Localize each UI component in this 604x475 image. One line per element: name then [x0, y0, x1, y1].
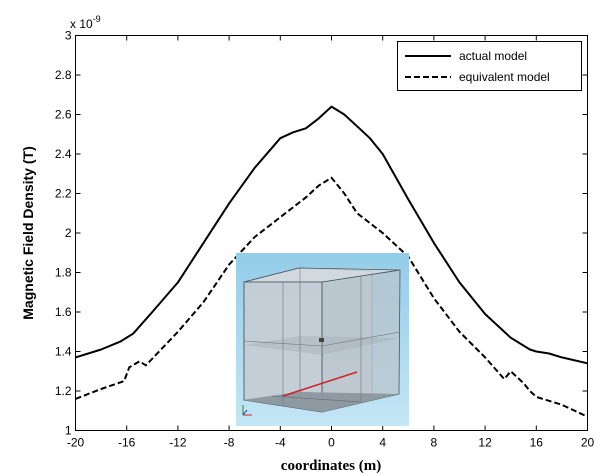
- series-line-actual-model: [75, 105, 588, 365]
- x-tick-label: -8: [224, 436, 235, 450]
- series-layer: [75, 105, 588, 418]
- inset-3d-model-image: [236, 253, 409, 426]
- y-tick-label: 1.4: [55, 345, 72, 359]
- x-tick-label: 16: [530, 436, 544, 450]
- y-axis-multiplier: x 10-9: [70, 14, 101, 31]
- y-tick-label: 2.8: [55, 68, 72, 82]
- inset-grid-line: [271, 395, 361, 403]
- y-tick-label: 1.2: [55, 384, 72, 398]
- inset-grid-line: [321, 331, 401, 347]
- legend-label-equivalent-model: equivalent model: [459, 70, 550, 84]
- y-tick-label: 1: [65, 424, 72, 438]
- inset-grid-line: [243, 340, 323, 347]
- x-tick-label: 12: [478, 436, 492, 450]
- axis-ticks: [75, 35, 588, 431]
- y-tick-label: 3: [65, 29, 72, 43]
- y-tick-labels: 1 1.2 1.4 1.6 1.8 2 2.2 2.4 2.6 2.8 3: [55, 29, 72, 438]
- x-tick-label: -20: [67, 436, 85, 450]
- y-tick-label: 1.6: [55, 305, 72, 319]
- x-tick-label: -4: [275, 436, 286, 450]
- x-tick-label: 8: [431, 436, 438, 450]
- series-line-equivalent-model: [75, 176, 588, 418]
- y-tick-label: 2.4: [55, 147, 72, 161]
- y-tick-label: 2.6: [55, 108, 72, 122]
- inset-red-conductor-line: [282, 371, 358, 397]
- x-tick-label: 0: [328, 436, 335, 450]
- inset-small-object: [319, 338, 324, 342]
- legend-box: [397, 41, 582, 91]
- y-axis-title: Magnetic Field Density (T): [20, 146, 36, 319]
- x-tick-label: 20: [581, 436, 595, 450]
- x-tick-labels: -20 -16 -12 -8 -4 0 4 8 12 16 20: [67, 436, 595, 450]
- inset-axis-triad: [242, 409, 248, 416]
- y-tick-label: 1.8: [55, 266, 72, 280]
- y-tick-label: 2: [65, 226, 72, 240]
- x-tick-label: -12: [169, 436, 187, 450]
- x-tick-label: 4: [379, 436, 386, 450]
- x-axis-title: coordinates (m): [281, 458, 381, 474]
- legend: actual model equivalent model: [397, 41, 582, 91]
- y-tick-label: 2.2: [55, 187, 72, 201]
- x-tick-label: -16: [118, 436, 136, 450]
- legend-label-actual-model: actual model: [459, 49, 527, 63]
